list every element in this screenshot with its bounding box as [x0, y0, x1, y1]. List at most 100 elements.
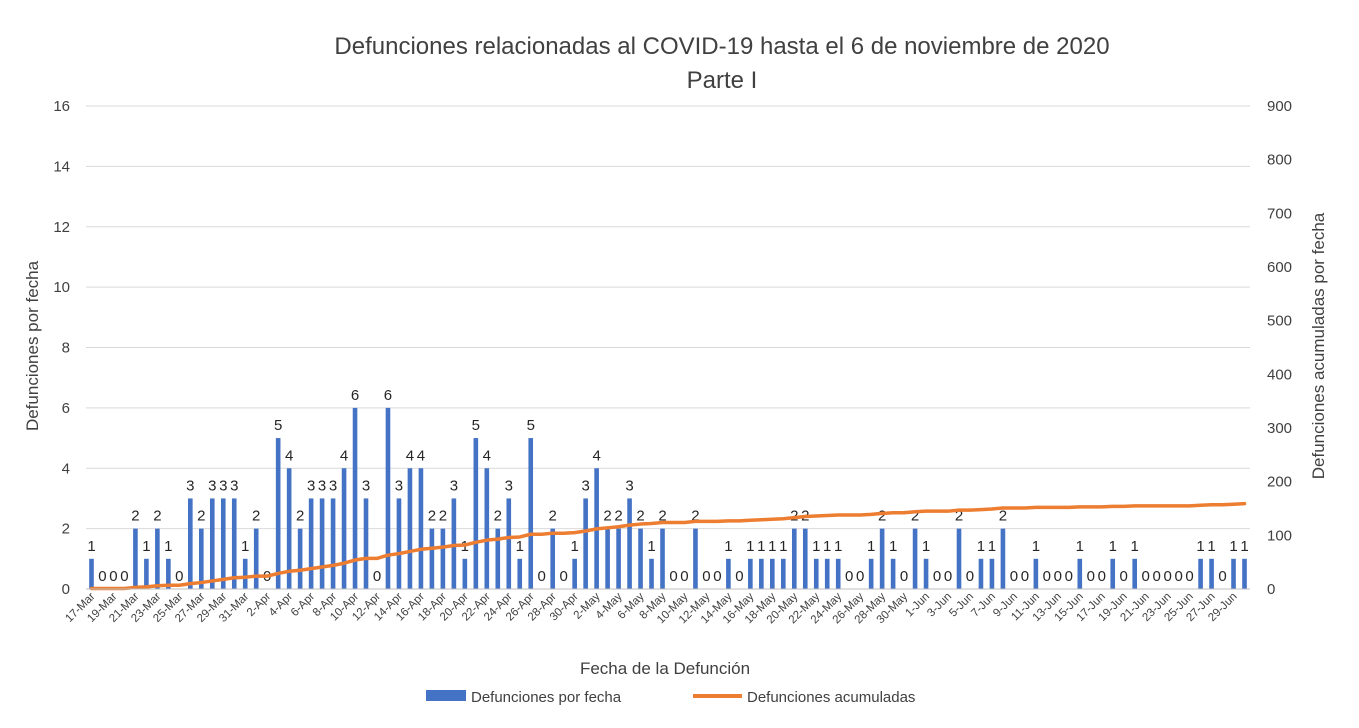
- bar-data-label: 2: [252, 508, 260, 525]
- x-axis-label: Fecha de la Defunción: [580, 659, 750, 678]
- bar-data-label: 3: [186, 477, 194, 494]
- bar-data-label: 1: [834, 538, 842, 555]
- bar-data-label: 5: [527, 417, 535, 434]
- bar-data-label: 4: [340, 447, 348, 464]
- bar: [484, 468, 490, 589]
- bar-data-label: 2: [197, 508, 205, 525]
- bar: [956, 528, 962, 589]
- bar-data-label: 1: [746, 538, 754, 555]
- bar: [879, 528, 885, 589]
- chart-title: Defunciones relacionadas al COVID-19 has…: [334, 33, 1109, 60]
- bar: [286, 468, 292, 589]
- bar: [890, 558, 896, 589]
- bar: [308, 498, 314, 589]
- y-tick-label: 12: [53, 219, 70, 236]
- bar-data-label: 0: [735, 568, 743, 585]
- bar-data-label: 0: [1218, 568, 1226, 585]
- bar-data-label: 0: [856, 568, 864, 585]
- bar-data-label: 0: [702, 568, 710, 585]
- bar: [813, 558, 819, 589]
- x-tick-label: 2-Apr: [245, 591, 273, 619]
- bar: [242, 558, 248, 589]
- bar: [759, 558, 764, 589]
- bar: [297, 528, 303, 589]
- bar-data-label: 0: [944, 568, 952, 585]
- y2-tick-label: 200: [1267, 474, 1292, 491]
- y2-tick-label: 100: [1267, 527, 1292, 544]
- bar: [352, 407, 358, 589]
- bar: [748, 558, 753, 589]
- bar: [133, 528, 138, 589]
- bar: [616, 528, 621, 589]
- bar-data-label: 1: [1207, 538, 1215, 555]
- legend-line-label: Defunciones acumuladas: [747, 689, 915, 706]
- y-tick-label: 2: [62, 521, 70, 538]
- y-axis-ticks: 0 2 4 6 8 10 12 14 16: [53, 98, 70, 598]
- x-tick-label: 4-Apr: [267, 591, 295, 619]
- bar-data-label: 4: [285, 447, 293, 464]
- bar: [231, 498, 237, 589]
- bar: [319, 498, 325, 589]
- bar-data-label: 0: [1010, 568, 1018, 585]
- bar-data-label: 2: [296, 508, 304, 525]
- bar: [726, 558, 731, 589]
- bar: [923, 558, 929, 589]
- bar-data-label: 6: [351, 387, 359, 404]
- bar-data-label: 0: [1163, 568, 1171, 585]
- bar-data-label: 1: [1229, 538, 1237, 555]
- bar-data-label: 2: [955, 508, 963, 525]
- bar-data-label: 0: [900, 568, 908, 585]
- bar: [166, 558, 171, 589]
- y2-tick-label: 300: [1267, 420, 1292, 437]
- bar-data-label: 1: [164, 538, 172, 555]
- bar-data-label: 0: [1043, 568, 1051, 585]
- bar-data-label: 5: [472, 417, 480, 434]
- bar-data-label: 1: [812, 538, 820, 555]
- bar: [1000, 528, 1006, 589]
- bar: [791, 528, 797, 589]
- bar: [649, 558, 654, 589]
- bar-data-label: 2: [636, 508, 644, 525]
- bar: [605, 528, 610, 589]
- bar: [506, 498, 512, 589]
- legend-bar-swatch: [426, 690, 466, 701]
- bar-data-label: 1: [647, 538, 655, 555]
- bar-data-label: 3: [625, 477, 633, 494]
- bar-data-label: 0: [680, 568, 688, 585]
- y2-tick-label: 400: [1267, 366, 1292, 383]
- bar: [780, 558, 786, 589]
- bar: [627, 498, 632, 589]
- bar-data-label: 2: [153, 508, 161, 525]
- bar: [550, 528, 556, 589]
- bar-data-label: 1: [570, 538, 578, 555]
- y-axis-label: Defunciones por fecha: [23, 260, 42, 431]
- bar-data-label: 0: [1174, 568, 1182, 585]
- y2-tick-label: 700: [1267, 205, 1292, 222]
- bar-data-label: 0: [1098, 568, 1106, 585]
- y-tick-label: 8: [62, 340, 70, 357]
- bar: [407, 468, 413, 589]
- y2-axis-ticks: 0 100 200 300 400 500 600 700 800 900: [1267, 98, 1292, 598]
- bar-data-label: 1: [768, 538, 776, 555]
- bar-data-label: 4: [406, 447, 414, 464]
- y-tick-label: 4: [62, 460, 70, 477]
- bar-data-label: 1: [241, 538, 249, 555]
- bar-data-label: 4: [483, 447, 491, 464]
- bar: [209, 498, 215, 589]
- bar: [978, 558, 984, 589]
- bar: [583, 498, 588, 589]
- bar-data-label: 3: [318, 477, 326, 494]
- bar: [429, 528, 435, 589]
- bar: [1242, 558, 1247, 589]
- y2-tick-label: 800: [1267, 152, 1292, 169]
- bar-data-label: 1: [823, 538, 831, 555]
- bar-data-label: 0: [669, 568, 677, 585]
- bar-data-label: 0: [1065, 568, 1073, 585]
- x-axis-ticks: 17-Mar19-Mar21-Mar23-Mar25-Mar27-Mar29-M…: [63, 588, 1250, 626]
- bar: [835, 558, 841, 589]
- bar: [693, 528, 698, 589]
- gridlines: [86, 105, 1250, 590]
- bar-data-label: 2: [878, 508, 886, 525]
